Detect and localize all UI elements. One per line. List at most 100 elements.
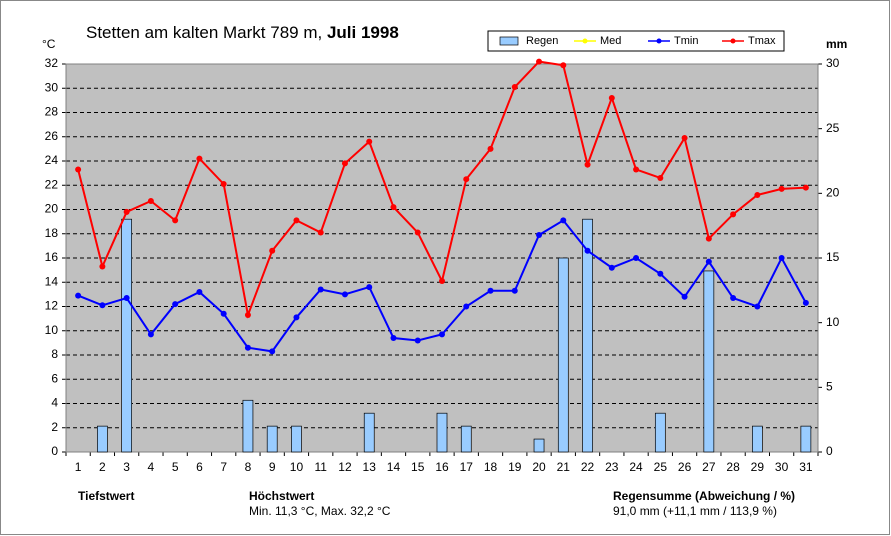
x-tick-label: 17 <box>460 460 474 474</box>
point-tmax <box>196 155 203 162</box>
rain-bar <box>121 218 132 453</box>
y-tick-label: 4 <box>51 396 58 410</box>
point-tmax <box>439 278 445 285</box>
x-tick-label: 3 <box>123 460 130 474</box>
point-tmin <box>172 301 179 308</box>
x-tick-label: 29 <box>751 460 765 474</box>
point-tmax <box>172 217 179 224</box>
point-tmin <box>536 231 543 238</box>
x-tick-label: 22 <box>581 460 595 474</box>
x-tick-label: 9 <box>269 460 276 474</box>
y2-unit: mm <box>826 37 847 51</box>
legend-swatch <box>499 36 519 46</box>
point-tmin <box>463 303 470 310</box>
point-tmin <box>487 287 494 294</box>
point-tmax <box>633 166 640 173</box>
point-tmin <box>754 303 761 310</box>
legend-marker <box>730 38 736 44</box>
y2-tick-label: 5 <box>826 380 833 394</box>
y-tick-label: 18 <box>45 226 59 240</box>
y-tick-label: 2 <box>51 420 58 434</box>
point-tmax <box>317 229 324 236</box>
rain-bar <box>242 399 254 453</box>
point-tmax <box>293 217 300 224</box>
point-tmin <box>608 264 615 271</box>
point-tmin <box>75 292 82 299</box>
point-tmax <box>730 211 737 218</box>
y2-tick-label: 15 <box>826 250 840 264</box>
rain-bar <box>97 425 108 453</box>
rain-bar <box>533 438 545 453</box>
point-tmin <box>220 310 227 317</box>
rain-bar <box>654 412 666 453</box>
x-tick-label: 14 <box>387 460 401 474</box>
x-tick-label: 18 <box>484 460 498 474</box>
y-tick-label: 24 <box>45 153 59 167</box>
point-tmin <box>730 295 737 302</box>
point-tmax <box>778 185 785 192</box>
y2-tick-label: 0 <box>826 444 833 458</box>
x-tick-label: 7 <box>220 460 227 474</box>
point-tmax <box>147 198 154 205</box>
point-tmax <box>220 181 227 188</box>
footer-rain-text: 91,0 mm (+11,1 mm / 113,9 %) <box>613 504 777 518</box>
point-tmax <box>511 84 518 91</box>
y-tick-label: 16 <box>45 250 59 264</box>
y-tick-label: 26 <box>45 129 59 143</box>
point-tmin <box>802 299 809 306</box>
footer-rain-label: Regensumme (Abweichung / %) <box>613 489 795 503</box>
title-bold: Juli 1998 <box>327 23 399 42</box>
point-tmax <box>390 204 397 211</box>
y-tick-label: 8 <box>51 347 58 361</box>
x-tick-label: 12 <box>338 460 352 474</box>
x-tick-label: 20 <box>532 460 546 474</box>
point-tmin <box>341 291 348 298</box>
x-tick-label: 11 <box>314 460 327 474</box>
point-tmin <box>681 293 688 300</box>
rain-bar <box>800 425 812 453</box>
y-tick-label: 0 <box>51 444 58 458</box>
y-tick-label: 12 <box>45 299 59 313</box>
x-tick-label: 6 <box>196 460 203 474</box>
point-tmax <box>536 58 543 65</box>
point-tmin <box>293 314 300 321</box>
point-tmax <box>123 208 130 215</box>
point-tmax <box>560 62 567 69</box>
point-tmin <box>123 295 130 302</box>
legend <box>487 30 785 52</box>
point-tmin <box>317 286 324 293</box>
point-tmin <box>633 255 640 261</box>
point-tmax <box>414 229 421 236</box>
rain-bar <box>266 425 278 453</box>
y-tick-label: 32 <box>45 56 59 70</box>
legend-label: Med <box>600 35 621 47</box>
point-tmin <box>439 331 445 338</box>
footer-high-label: Höchstwert <box>249 489 314 503</box>
point-tmax <box>487 145 494 152</box>
x-tick-label: 25 <box>654 460 668 474</box>
rain-bar <box>363 412 375 453</box>
x-tick-label: 30 <box>775 460 789 474</box>
rain-bar <box>436 412 448 453</box>
chart-title: Stetten am kalten Markt 789 m, Juli 1998 <box>86 23 399 42</box>
point-tmin <box>584 247 591 254</box>
y2-tick-label: 10 <box>826 315 840 329</box>
point-tmax <box>463 176 470 183</box>
x-tick-label: 23 <box>605 460 619 474</box>
point-tmin <box>99 302 106 309</box>
point-tmax <box>341 160 348 167</box>
point-tmin <box>366 284 373 291</box>
x-tick-label: 13 <box>363 460 377 474</box>
y-tick-label: 20 <box>45 202 59 216</box>
rain-bar <box>582 218 593 453</box>
point-tmax <box>657 174 664 181</box>
point-tmax <box>802 184 809 191</box>
point-tmin <box>196 288 203 295</box>
rain-bar <box>703 270 715 453</box>
y2-tick-label: 25 <box>826 121 840 135</box>
footer-high-text: Min. 11,3 °C, Max. 32,2 °C <box>249 504 391 518</box>
y-tick-label: 14 <box>45 274 59 288</box>
point-tmax <box>99 263 106 270</box>
point-tmax <box>705 235 712 242</box>
y-tick-label: 10 <box>45 323 59 337</box>
